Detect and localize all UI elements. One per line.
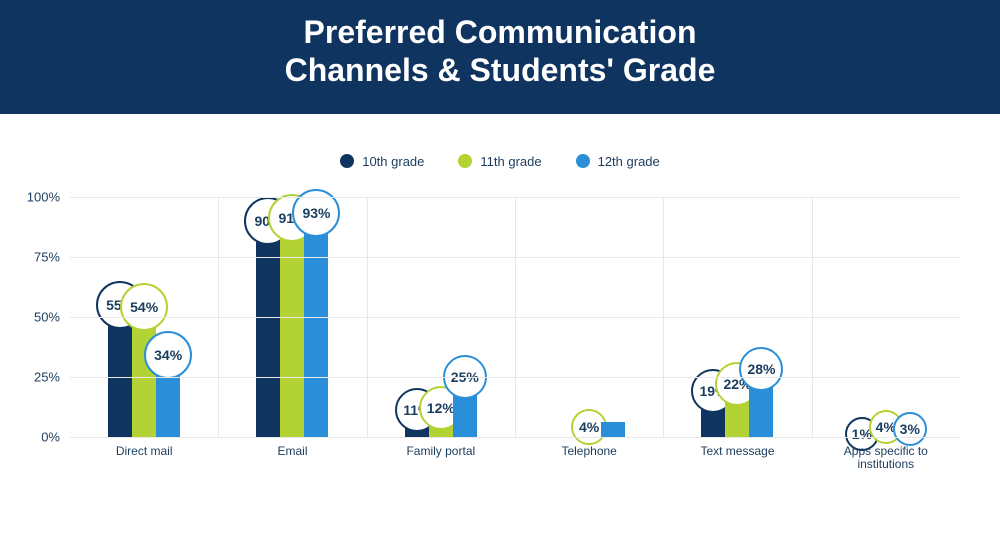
bar: 12% — [429, 408, 453, 437]
x-tick-label: Telephone — [515, 437, 663, 477]
grid-vline — [812, 197, 813, 437]
legend-label: 11th grade — [480, 154, 541, 169]
x-tick-label: Family portal — [367, 437, 515, 477]
title-line-1: Preferred Communication — [304, 14, 697, 50]
x-tick-label: Email — [218, 437, 366, 477]
y-tick-label: 25% — [34, 369, 60, 384]
chart-legend: 10th grade 11th grade 12th grade — [0, 154, 1000, 169]
legend-swatch — [458, 154, 472, 168]
bar: 25% — [453, 377, 477, 437]
x-tick-label: Text message — [663, 437, 811, 477]
bar — [601, 422, 625, 436]
bar-chart: 55%54%34%90%91%93%11%12%25%4%19%22%28%1%… — [70, 177, 960, 477]
legend-swatch — [340, 154, 354, 168]
bar: 4% — [577, 427, 601, 437]
x-tick-label: Apps specific toinstitutions — [812, 437, 960, 477]
legend-item: 10th grade — [340, 154, 424, 169]
legend-label: 10th grade — [362, 154, 424, 169]
grid-vline — [663, 197, 664, 437]
y-tick-label: 0% — [41, 429, 60, 444]
bar: 22% — [725, 384, 749, 437]
bar: 90% — [256, 221, 280, 437]
x-axis-labels: Direct mailEmailFamily portalTelephoneTe… — [70, 437, 960, 477]
grid-vline — [367, 197, 368, 437]
bar: 91% — [280, 218, 304, 436]
y-tick-label: 75% — [34, 249, 60, 264]
y-tick-label: 50% — [34, 309, 60, 324]
value-bubble: 28% — [739, 347, 783, 391]
title-line-2: Channels & Students' Grade — [285, 52, 716, 88]
legend-item: 11th grade — [458, 154, 541, 169]
bar: 34% — [156, 355, 180, 437]
x-tick-label: Direct mail — [70, 437, 218, 477]
legend-item: 12th grade — [576, 154, 660, 169]
value-bubble: 54% — [120, 283, 168, 331]
grid-vline — [515, 197, 516, 437]
y-tick-label: 100% — [27, 189, 60, 204]
bar: 3% — [898, 429, 922, 436]
value-bubble: 34% — [144, 331, 192, 379]
bar: 28% — [749, 369, 773, 436]
grid-vline — [218, 197, 219, 437]
chart-title: Preferred Communication Channels & Stude… — [20, 14, 980, 90]
legend-label: 12th grade — [598, 154, 660, 169]
plot-area: 55%54%34%90%91%93%11%12%25%4%19%22%28%1%… — [70, 197, 960, 437]
legend-swatch — [576, 154, 590, 168]
bar: 93% — [304, 213, 328, 436]
chart-header: Preferred Communication Channels & Stude… — [0, 0, 1000, 114]
